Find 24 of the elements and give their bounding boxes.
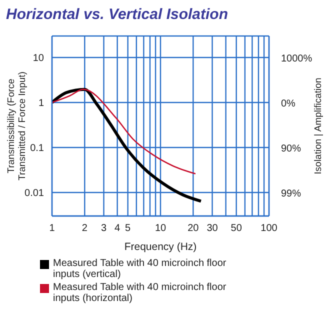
y2-axis-title: Isolation | Amplification bbox=[313, 78, 324, 174]
x-tick-label: 20 bbox=[188, 223, 200, 234]
x-tick-label: 2 bbox=[82, 223, 88, 234]
legend-label: Measured Table with 40 microinch floor inputs (horizontal) bbox=[53, 282, 228, 304]
x-tick-label: 50 bbox=[230, 223, 242, 234]
x-axis-title: Frequency (Hz) bbox=[124, 241, 197, 253]
y-tick-label: 0.1 bbox=[30, 143, 44, 154]
x-tick-label: 100 bbox=[260, 223, 278, 234]
text: 99% bbox=[281, 188, 302, 200]
y-tick-label: 1 bbox=[38, 98, 44, 110]
x-tick-label: 1 bbox=[49, 223, 56, 234]
text: 90% bbox=[281, 143, 302, 154]
x-tick-label: 30 bbox=[206, 223, 218, 234]
y-tick-label: 10 bbox=[32, 53, 44, 64]
x-tick-label: 3 bbox=[100, 223, 107, 234]
y-tick-label: 0.01 bbox=[24, 188, 44, 200]
text: 1000% bbox=[281, 53, 312, 64]
x-tick-label: 5 bbox=[125, 223, 132, 234]
text: 0% bbox=[281, 98, 296, 110]
y-axis-title: Transmissibility (Force Transmitted / Force Input) bbox=[6, 72, 28, 180]
x-tick-label: 10 bbox=[154, 223, 166, 234]
x-tick-label: 4 bbox=[114, 223, 121, 234]
legend-label: Measured Table with 40 microinch floor inputs (vertical) bbox=[53, 258, 228, 280]
chart-title: Horizontal vs. Vertical Isolation bbox=[6, 6, 228, 23]
